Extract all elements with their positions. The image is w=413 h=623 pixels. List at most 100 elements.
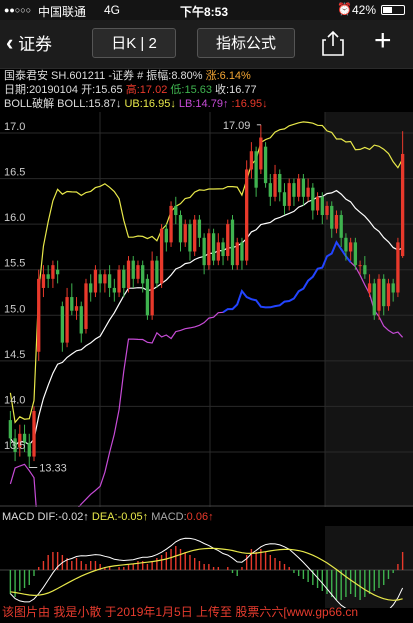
candle-body bbox=[301, 178, 306, 197]
quote-info: 国泰君安 SH.601211 -证券 # 振幅:8.80% 涨:6.14% 日期… bbox=[0, 69, 413, 111]
candle-body bbox=[386, 283, 391, 307]
candle-body bbox=[230, 219, 235, 266]
candle-body bbox=[65, 297, 69, 343]
amplitude-label: # 振幅: bbox=[137, 70, 172, 82]
shade-panel bbox=[325, 112, 413, 507]
change-label: 涨: bbox=[205, 70, 220, 82]
candle-body bbox=[112, 287, 116, 293]
macd-info: MACD DIF:-0.02↑ DEA:-0.05↑ MACD:0.06↑ bbox=[2, 511, 214, 523]
price-tick-label: 15.0 bbox=[4, 303, 25, 315]
status-bar: ●●○○○ 中国联通 4G 下午8:53 ⏰ 42% bbox=[0, 0, 413, 20]
candle-body bbox=[193, 219, 197, 252]
candle-body bbox=[292, 183, 296, 197]
candle-body bbox=[155, 260, 159, 284]
candle-body bbox=[159, 228, 164, 284]
candle-body bbox=[235, 242, 239, 266]
amplitude-value: 8.80% bbox=[171, 70, 203, 82]
macd-dea-line bbox=[10, 547, 403, 601]
indicator-button[interactable]: 指标公式 bbox=[197, 28, 295, 58]
candle-body bbox=[79, 306, 83, 334]
candle-body bbox=[55, 269, 60, 275]
candle-body bbox=[320, 196, 324, 216]
candle-body bbox=[131, 260, 135, 279]
candle-body bbox=[174, 205, 178, 216]
candle-body bbox=[377, 278, 381, 311]
candle-body bbox=[164, 228, 168, 243]
candlestick-chart[interactable]: 17.0 16.5 16.0 15.5 15.0 14.5 14.0 13.5 17.09 13.… bbox=[0, 112, 413, 507]
candle-body bbox=[353, 242, 358, 266]
candle-body bbox=[202, 237, 206, 266]
period-button[interactable]: 日K | 2 bbox=[92, 28, 176, 58]
candle-body bbox=[188, 224, 192, 252]
candle-body bbox=[325, 205, 329, 216]
boll-lb-highlight bbox=[222, 240, 352, 314]
candle-body bbox=[70, 297, 74, 311]
battery-icon bbox=[381, 5, 405, 15]
time-label: 下午8:53 bbox=[180, 5, 229, 19]
info-row-boll: BOLL破解 BOLL:15.87↓ UB:16.95↓ LB:14.79↑ :… bbox=[0, 97, 413, 111]
candle-body bbox=[136, 265, 140, 279]
candle-body bbox=[122, 269, 126, 288]
back-button[interactable]: ‹ 证券 bbox=[6, 28, 52, 58]
signal-icon: ●●○○○ bbox=[4, 5, 32, 15]
date-value: 20190104 bbox=[29, 84, 79, 96]
candle-body bbox=[46, 274, 50, 279]
close-value: 16.77 bbox=[229, 84, 257, 96]
candle-body bbox=[207, 233, 211, 266]
close-label: 收: bbox=[215, 84, 230, 96]
add-icon[interactable]: + bbox=[374, 24, 392, 57]
dea-value: -0.05↑ bbox=[117, 511, 149, 523]
candle-body bbox=[282, 192, 287, 206]
candle-body bbox=[41, 274, 46, 288]
candle-body bbox=[84, 283, 88, 329]
candle-body bbox=[141, 265, 145, 284]
boll-ub-line bbox=[9, 121, 404, 424]
alarm-icon: ⏰ bbox=[337, 2, 352, 16]
candle-body bbox=[126, 260, 131, 288]
back-label: 证券 bbox=[18, 35, 53, 54]
price-tick-label: 13.5 bbox=[4, 440, 25, 452]
candle-body bbox=[306, 187, 310, 197]
extra-value: :16.95↓ bbox=[231, 98, 268, 110]
annotation-low: 13.33 bbox=[39, 462, 67, 474]
candle-body bbox=[74, 306, 79, 311]
candle-body bbox=[93, 269, 98, 293]
candle-body bbox=[363, 265, 367, 275]
candle-body bbox=[358, 265, 362, 267]
macd-chart[interactable] bbox=[0, 526, 413, 608]
candle-body bbox=[89, 283, 93, 293]
lb-label: LB: bbox=[178, 98, 196, 110]
candle-body bbox=[117, 269, 121, 293]
info-row-ohlc: 日期:20190104 开:15.65 高:17.02 低:15.63 收:16… bbox=[0, 83, 413, 97]
macd-label: MACD: bbox=[151, 511, 187, 523]
candle-body bbox=[27, 442, 31, 457]
candle-body bbox=[37, 278, 41, 352]
price-tick-label: 17.0 bbox=[4, 121, 25, 133]
candle-body bbox=[339, 215, 343, 238]
candle-body bbox=[22, 433, 27, 443]
open-label: 开: bbox=[81, 84, 96, 96]
candle-body bbox=[254, 151, 258, 188]
price-tick-label: 14.0 bbox=[4, 394, 25, 406]
candle-body bbox=[396, 242, 400, 293]
candle-body bbox=[400, 153, 405, 257]
candle-body bbox=[32, 410, 36, 457]
candle-body bbox=[150, 260, 154, 316]
candle-body bbox=[8, 420, 13, 439]
lb-value: 14.79↑ bbox=[195, 98, 229, 110]
candle-body bbox=[311, 187, 315, 211]
candle-body bbox=[226, 224, 230, 257]
candle-body bbox=[330, 205, 334, 229]
share-icon[interactable] bbox=[322, 30, 344, 56]
candle-body bbox=[315, 196, 320, 211]
dea-label: DEA: bbox=[91, 511, 118, 523]
candle-body bbox=[107, 274, 112, 288]
dif-label: MACD DIF: bbox=[2, 511, 59, 523]
candle-body bbox=[273, 174, 277, 197]
candle-body bbox=[60, 306, 65, 343]
candle-body bbox=[240, 242, 244, 261]
ub-label: UB: bbox=[124, 98, 143, 110]
candle-body bbox=[145, 278, 150, 316]
low-label: 低: bbox=[170, 84, 185, 96]
stock-name: 国泰君安 SH.601211 -证券 bbox=[4, 70, 135, 82]
